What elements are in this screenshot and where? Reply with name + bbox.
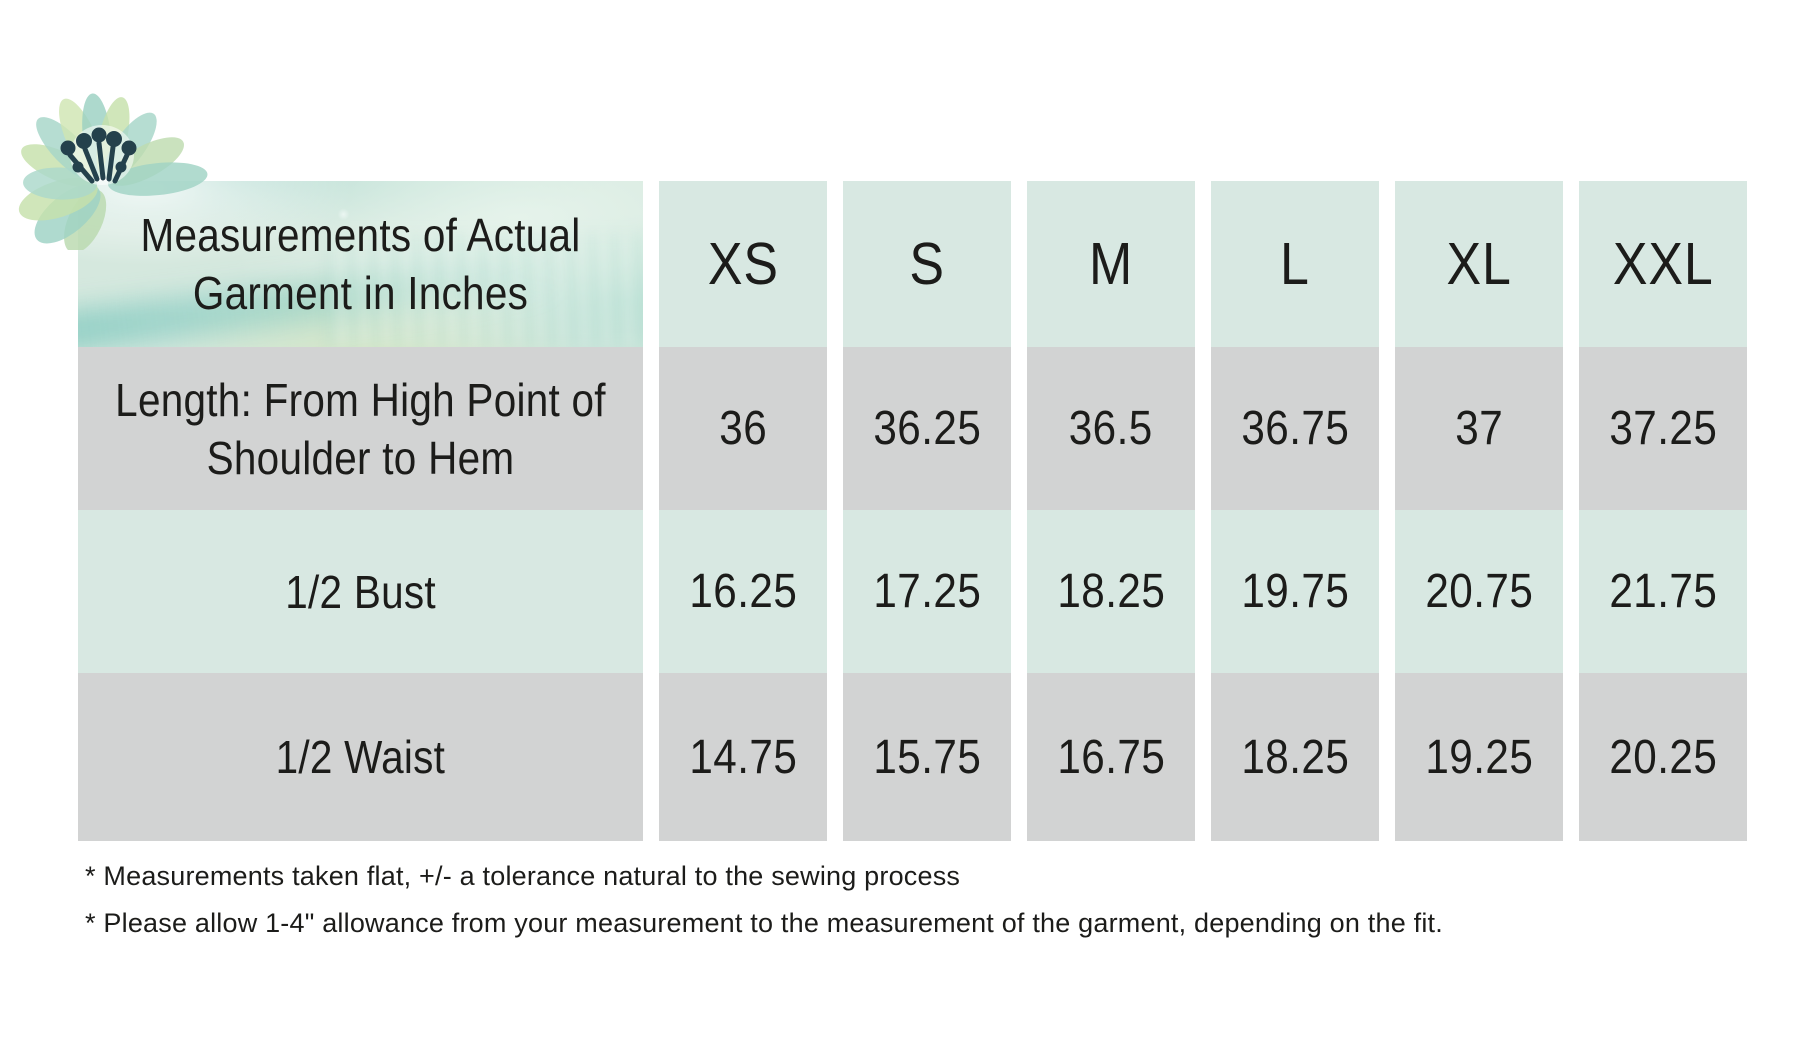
- cell-bust-l-value: 19.75: [1241, 565, 1349, 618]
- watercolor-flower-icon: [18, 93, 208, 250]
- cell-waist-m: 16.75: [1027, 673, 1195, 841]
- cell-bust-m-value: 18.25: [1057, 565, 1165, 618]
- table-title: Measurements of Actual Garment in Inches: [140, 209, 581, 319]
- cell-waist-xxl-value: 20.25: [1609, 730, 1717, 784]
- size-header-xxl: XXL: [1579, 181, 1747, 347]
- cell-length-xs-value: 36: [719, 402, 767, 455]
- table-title-cell: Measurements of Actual Garment in Inches: [78, 181, 643, 347]
- row-label-bust-text: 1/2 Bust: [285, 565, 436, 618]
- cell-waist-xs: 14.75: [659, 673, 827, 841]
- cell-length-xxl-value: 37.25: [1609, 402, 1717, 455]
- cell-bust-xl-value: 20.75: [1425, 565, 1533, 618]
- cell-bust-m: 18.25: [1027, 510, 1195, 673]
- size-header-l: L: [1211, 181, 1379, 347]
- cell-length-s-value: 36.25: [873, 402, 981, 455]
- measurement-label-column: Measurements of Actual Garment in Inches…: [78, 181, 643, 841]
- size-header-xs: XS: [659, 181, 827, 347]
- size-column-s: S 36.25 17.25 15.75: [843, 181, 1011, 841]
- cell-waist-s: 15.75: [843, 673, 1011, 841]
- footnote-tolerance: * Measurements taken flat, +/- a toleran…: [85, 861, 961, 891]
- cell-waist-s-value: 15.75: [873, 730, 981, 784]
- cell-waist-xxl: 20.25: [1579, 673, 1747, 841]
- row-label-bust: 1/2 Bust: [78, 510, 643, 673]
- size-column-xxl: XXL 37.25 21.75 20.25: [1579, 181, 1747, 841]
- row-label-length-text: Length: From High Point of Shoulder to H…: [115, 373, 606, 484]
- row-label-length: Length: From High Point of Shoulder to H…: [78, 347, 643, 510]
- cell-length-xl-value: 37: [1455, 402, 1503, 455]
- size-column-m: M 36.5 18.25 16.75: [1027, 181, 1195, 841]
- row-label-waist: 1/2 Waist: [78, 673, 643, 841]
- size-header-xs-text: XS: [707, 231, 779, 297]
- size-header-xxl-text: XXL: [1612, 231, 1714, 297]
- size-header-xl-text: XL: [1446, 231, 1512, 297]
- size-header-m-text: M: [1088, 231, 1134, 297]
- cell-waist-xl: 19.25: [1395, 673, 1563, 841]
- size-header-s-text: S: [909, 231, 945, 297]
- size-header-s: S: [843, 181, 1011, 347]
- size-header-l-text: L: [1280, 231, 1310, 297]
- cell-bust-s-value: 17.25: [873, 565, 981, 618]
- cell-length-xs: 36: [659, 347, 827, 510]
- cell-length-xl: 37: [1395, 347, 1563, 510]
- row-label-waist-text: 1/2 Waist: [275, 731, 446, 783]
- cell-bust-xl: 20.75: [1395, 510, 1563, 673]
- size-header-m: M: [1027, 181, 1195, 347]
- cell-waist-l: 18.25: [1211, 673, 1379, 841]
- footnotes: * Measurements taken flat, +/- a toleran…: [85, 853, 1443, 947]
- cell-waist-l-value: 18.25: [1241, 730, 1349, 784]
- footnote-allowance: * Please allow 1-4" allowance from your …: [85, 908, 1443, 938]
- cell-bust-l: 19.75: [1211, 510, 1379, 673]
- cell-bust-xs-value: 16.25: [689, 565, 797, 618]
- cell-length-l-value: 36.75: [1241, 402, 1349, 455]
- size-column-xl: XL 37 20.75 19.25: [1395, 181, 1563, 841]
- cell-waist-m-value: 16.75: [1057, 730, 1165, 784]
- size-header-xl: XL: [1395, 181, 1563, 347]
- cell-length-m: 36.5: [1027, 347, 1195, 510]
- cell-waist-xs-value: 14.75: [689, 730, 797, 784]
- cell-bust-xxl-value: 21.75: [1609, 565, 1717, 618]
- size-chart-table: Measurements of Actual Garment in Inches…: [78, 181, 1747, 841]
- cell-bust-xxl: 21.75: [1579, 510, 1747, 673]
- cell-waist-xl-value: 19.25: [1425, 730, 1533, 784]
- cell-length-m-value: 36.5: [1069, 402, 1153, 455]
- cell-length-l: 36.75: [1211, 347, 1379, 510]
- size-column-l: L 36.75 19.75 18.25: [1211, 181, 1379, 841]
- cell-bust-s: 17.25: [843, 510, 1011, 673]
- cell-bust-xs: 16.25: [659, 510, 827, 673]
- size-column-xs: XS 36 16.25 14.75: [659, 181, 827, 841]
- cell-length-xxl: 37.25: [1579, 347, 1747, 510]
- cell-length-s: 36.25: [843, 347, 1011, 510]
